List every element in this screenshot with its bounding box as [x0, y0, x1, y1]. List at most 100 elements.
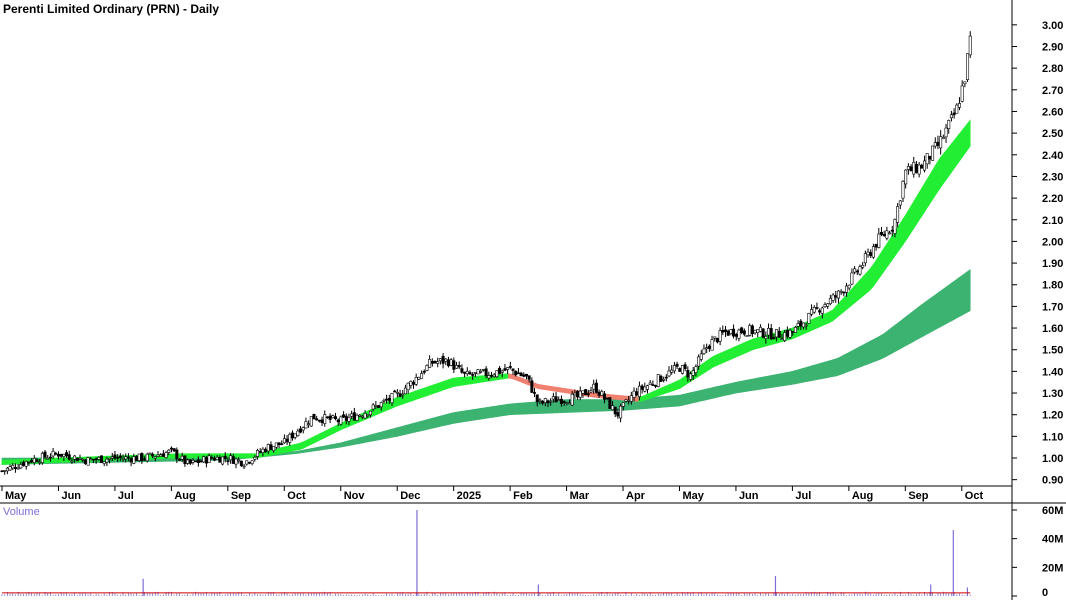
candle-body [401, 393, 405, 396]
slow-band-segment [493, 405, 498, 418]
fast-band-segment [742, 341, 748, 355]
x-tick-label: Apr [626, 490, 646, 502]
fast-band-segment [705, 358, 710, 373]
candle-body [495, 370, 499, 378]
candle-body [600, 391, 604, 396]
candle-body [350, 413, 354, 417]
candle-body [116, 457, 120, 459]
candle-body [169, 447, 173, 450]
candle-body [514, 370, 518, 376]
volume-tick-label: 60M [1042, 505, 1063, 517]
candle-body [121, 458, 125, 460]
candle-body [793, 327, 797, 333]
candle-body [920, 164, 924, 169]
fast-band-segment [50, 457, 55, 463]
candle-body [54, 452, 58, 455]
candle-body [697, 356, 701, 367]
candle-body [963, 81, 967, 85]
slow-band-segment [720, 384, 725, 397]
fast-band-segment [917, 186, 923, 223]
fast-band-segment [660, 385, 666, 396]
fast-band-segment [925, 174, 930, 212]
candle-body [637, 385, 641, 397]
candle-body [904, 169, 908, 185]
candle-body [624, 399, 628, 402]
slow-band-segment [485, 406, 491, 419]
price-tick-label: 2.30 [1042, 171, 1063, 183]
slow-band-segment [880, 332, 885, 360]
slow-band-segment [783, 371, 789, 387]
candle-body [500, 370, 504, 373]
fast-band-segment [169, 453, 174, 459]
candle-body [508, 366, 512, 368]
slow-band-segment [951, 279, 956, 322]
candle-body [22, 462, 26, 466]
fast-band-segment [720, 350, 725, 365]
candle-body [264, 448, 268, 453]
fast-band-segment [716, 352, 722, 366]
candle-body [597, 391, 601, 396]
x-tick-label: Sep [231, 490, 251, 502]
price-tick-label: 2.10 [1042, 215, 1063, 227]
candle-body [949, 114, 953, 119]
slow-band-segment [597, 399, 602, 412]
candle-body [334, 416, 338, 420]
candle-body [412, 381, 416, 385]
candle-body [818, 310, 822, 313]
candle-body [371, 404, 375, 410]
candle-body [767, 327, 771, 336]
candle-body [231, 456, 235, 464]
candle-body [468, 372, 472, 375]
fast-band-segment [537, 383, 543, 390]
candle-body [83, 459, 87, 464]
candle-body [551, 396, 555, 400]
candle-body [527, 375, 531, 380]
candle-body [161, 453, 165, 457]
candle-body [89, 458, 93, 461]
candle-body [613, 406, 617, 415]
candle-body [30, 460, 34, 463]
slow-band-segment [709, 387, 714, 400]
candle-body [218, 457, 222, 463]
fast-band-segment [958, 128, 964, 163]
fast-band-segment [668, 382, 673, 393]
candle-body [282, 438, 286, 444]
candle-body [395, 391, 399, 394]
fast-band-segment [444, 379, 450, 390]
slow-band-segment [400, 425, 405, 436]
candle-body [471, 374, 475, 376]
fast-band-segment [962, 123, 967, 158]
candle-body [732, 328, 736, 337]
slow-band-segment [847, 350, 852, 373]
candle-body [680, 365, 684, 374]
slow-band-segment [508, 403, 513, 416]
candle-body [890, 229, 894, 232]
candle-body [879, 232, 883, 235]
slow-band-segment [590, 399, 595, 412]
slow-band-segment [832, 358, 837, 378]
slow-band-segment [765, 375, 770, 389]
candle-body [27, 461, 31, 464]
candle-body [320, 419, 324, 423]
fast-band-segment [727, 347, 733, 362]
slow-band-segment [470, 408, 476, 422]
candle-body [651, 384, 655, 386]
x-tick-label: Sep [908, 490, 928, 502]
slow-band-segment [683, 393, 688, 406]
candle-body [379, 402, 383, 408]
candle-body [541, 400, 545, 404]
candle-body [807, 312, 811, 324]
slow-band-segment [701, 388, 707, 402]
slow-band-segment [336, 442, 342, 449]
candle-body [826, 303, 830, 307]
candle-body [143, 458, 147, 461]
candle-body [51, 450, 55, 457]
slow-band-segment [549, 400, 554, 414]
candle-body [446, 359, 450, 367]
fast-band-segment [817, 314, 822, 329]
fast-band-segment [191, 453, 196, 459]
fast-band-segment [712, 354, 718, 368]
fast-band-segment [955, 133, 960, 168]
candle-body [352, 412, 356, 421]
candle-body [828, 298, 832, 305]
